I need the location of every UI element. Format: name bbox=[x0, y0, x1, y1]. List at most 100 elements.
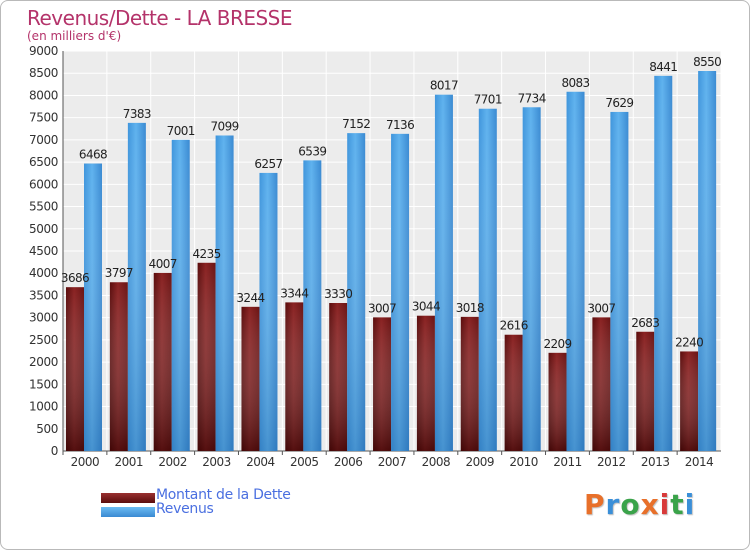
y-tick-label: 8000 bbox=[29, 88, 58, 102]
bar-dette-shade bbox=[373, 317, 392, 451]
x-tick-label: 2006 bbox=[334, 455, 363, 469]
data-label-dette: 2683 bbox=[631, 316, 659, 330]
bar-revenus-shade bbox=[391, 133, 410, 451]
data-label-dette: 3686 bbox=[61, 271, 89, 285]
data-label-dette: 3018 bbox=[456, 301, 484, 315]
data-label-revenus: 6257 bbox=[254, 157, 282, 171]
data-label-dette: 3244 bbox=[236, 291, 264, 305]
bar-revenus-shade bbox=[259, 172, 278, 451]
y-tick-label: 8500 bbox=[29, 66, 58, 80]
bar-revenus-shade bbox=[171, 139, 190, 451]
bar-revenus-shade bbox=[478, 108, 497, 451]
logo-letter: r bbox=[605, 488, 621, 521]
bar-dette-shade bbox=[285, 302, 304, 451]
bar-dette-shade bbox=[680, 351, 699, 451]
y-tick-label: 500 bbox=[36, 422, 58, 436]
data-label-dette: 3044 bbox=[412, 300, 440, 314]
y-tick-label: 6500 bbox=[29, 155, 58, 169]
y-tick-label: 3000 bbox=[29, 311, 58, 325]
data-label-revenus: 8441 bbox=[649, 60, 677, 74]
x-tick-label: 2005 bbox=[290, 455, 319, 469]
y-tick-label: 6000 bbox=[29, 177, 58, 191]
data-label-revenus: 7701 bbox=[474, 93, 502, 107]
x-tick-label: 2010 bbox=[509, 455, 538, 469]
logo-letter: P bbox=[584, 488, 606, 521]
bar-revenus-shade bbox=[654, 75, 673, 451]
data-label-dette: 3007 bbox=[368, 301, 396, 315]
x-tick-label: 2007 bbox=[378, 455, 407, 469]
data-label-dette: 2240 bbox=[675, 335, 703, 349]
bar-dette-shade bbox=[460, 316, 479, 451]
data-label-dette: 3797 bbox=[105, 266, 133, 280]
bar-dette-shade bbox=[548, 352, 567, 451]
bar-revenus-shade bbox=[434, 94, 453, 451]
data-label-revenus: 7099 bbox=[211, 119, 239, 133]
bar-dette-shade bbox=[197, 262, 216, 451]
bar-revenus-shade bbox=[84, 163, 102, 452]
data-label-dette: 4007 bbox=[149, 257, 177, 271]
y-tick-label: 5000 bbox=[29, 222, 58, 236]
bar-revenus-shade bbox=[347, 133, 366, 451]
x-tick-label: 2011 bbox=[553, 455, 582, 469]
data-label-dette: 4235 bbox=[193, 247, 221, 261]
y-tick-label: 3500 bbox=[29, 288, 58, 302]
data-label-revenus: 7001 bbox=[167, 124, 195, 138]
bar-dette-shade bbox=[416, 315, 435, 451]
data-label-dette: 3330 bbox=[324, 287, 352, 301]
y-tick-label: 5500 bbox=[29, 200, 58, 214]
data-label-revenus: 6468 bbox=[79, 148, 107, 162]
x-tick-label: 2014 bbox=[685, 455, 714, 469]
legend-swatch-revenus bbox=[101, 507, 155, 517]
bar-dette-shade bbox=[504, 334, 523, 451]
x-tick-label: 2009 bbox=[465, 455, 494, 469]
proxiti-logo: Proxiti bbox=[584, 488, 695, 521]
x-tick-label: 2004 bbox=[246, 455, 275, 469]
data-label-revenus: 8083 bbox=[561, 76, 589, 90]
bar-dette-shade bbox=[241, 306, 260, 451]
legend-label-dette: Montant de la Dette bbox=[156, 487, 291, 503]
bar-dette-shade bbox=[66, 287, 84, 451]
y-tick-label: 9000 bbox=[29, 44, 58, 58]
data-label-revenus: 7629 bbox=[605, 96, 633, 110]
bar-dette-shade bbox=[109, 282, 128, 451]
data-label-revenus: 6539 bbox=[298, 144, 326, 158]
legend-label-revenus: Revenus bbox=[156, 501, 214, 517]
x-tick-label: 2003 bbox=[202, 455, 231, 469]
bar-dette-shade bbox=[153, 272, 172, 451]
y-tick-label: 1500 bbox=[29, 377, 58, 391]
x-tick-label: 2000 bbox=[71, 455, 100, 469]
bar-revenus-shade bbox=[610, 111, 629, 451]
chart-subtitle: (en milliers d'€) bbox=[27, 29, 122, 43]
logo-letter: x bbox=[640, 488, 660, 521]
logo-letter: i bbox=[684, 488, 696, 521]
y-tick-label: 2500 bbox=[29, 333, 58, 347]
bar-revenus-shade bbox=[303, 160, 322, 451]
bar-dette-shade bbox=[636, 331, 655, 451]
x-tick-label: 2013 bbox=[641, 455, 670, 469]
x-tick-label: 2001 bbox=[115, 455, 144, 469]
bar-revenus-shade bbox=[127, 122, 146, 451]
logo-letter: t bbox=[670, 488, 685, 521]
data-label-revenus: 8017 bbox=[430, 79, 458, 93]
data-label-dette: 3344 bbox=[280, 286, 308, 300]
data-label-revenus: 7383 bbox=[123, 107, 151, 121]
data-label-dette: 2616 bbox=[500, 319, 528, 333]
data-label-revenus: 7136 bbox=[386, 118, 414, 132]
bar-revenus-shade bbox=[215, 135, 234, 451]
logo-letter: o bbox=[620, 488, 641, 521]
y-tick-label: 4000 bbox=[29, 266, 58, 280]
bar-dette-shade bbox=[329, 303, 348, 451]
logo-letter: i bbox=[659, 488, 671, 521]
y-tick-label: 4500 bbox=[29, 244, 58, 258]
y-tick-label: 0 bbox=[51, 444, 58, 458]
bar-dette-shade bbox=[592, 317, 611, 451]
y-tick-label: 7000 bbox=[29, 133, 58, 147]
data-label-dette: 3007 bbox=[587, 301, 615, 315]
data-label-revenus: 7734 bbox=[518, 91, 546, 105]
y-tick-label: 7500 bbox=[29, 111, 58, 125]
chart-title: Revenus/Dette - LA BRESSE bbox=[27, 6, 293, 30]
bar-revenus-shade bbox=[566, 91, 585, 451]
bar-revenus-shade bbox=[522, 107, 541, 452]
data-label-revenus: 7152 bbox=[342, 117, 370, 131]
